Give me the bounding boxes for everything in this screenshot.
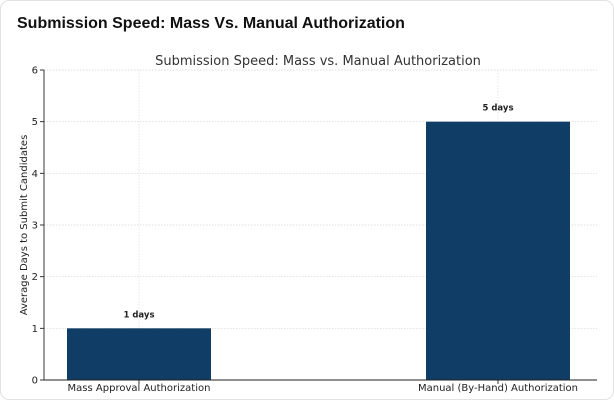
bar-2 bbox=[426, 121, 570, 381]
bar-1 bbox=[67, 328, 211, 380]
y-axis-label: Average Days to Submit Candidates bbox=[19, 135, 30, 316]
y-tick-label: 6 bbox=[32, 66, 38, 77]
x-tick-label: Manual (By-Hand) Authorization bbox=[418, 383, 578, 394]
chart-title: Submission Speed: Mass vs. Manual Author… bbox=[155, 54, 481, 69]
y-tick-label: 5 bbox=[32, 117, 38, 128]
labels: 0 1 2 3 4 5 6 Mass Approval Authorization Manual… bbox=[32, 66, 578, 395]
bars bbox=[67, 121, 570, 381]
y-tick-label: 4 bbox=[32, 169, 38, 180]
axes bbox=[40, 69, 597, 384]
y-tick-label: 2 bbox=[32, 272, 38, 283]
data-label: 1 days bbox=[123, 310, 154, 320]
x-tick-label: Mass Approval Authorization bbox=[68, 383, 211, 394]
y-tick-label: 1 bbox=[32, 324, 38, 335]
data-label: 5 days bbox=[482, 104, 513, 114]
page-title: Submission Speed: Mass Vs. Manual Author… bbox=[17, 15, 405, 32]
y-tick-label: 0 bbox=[32, 376, 38, 387]
y-tick-label: 3 bbox=[32, 221, 38, 232]
